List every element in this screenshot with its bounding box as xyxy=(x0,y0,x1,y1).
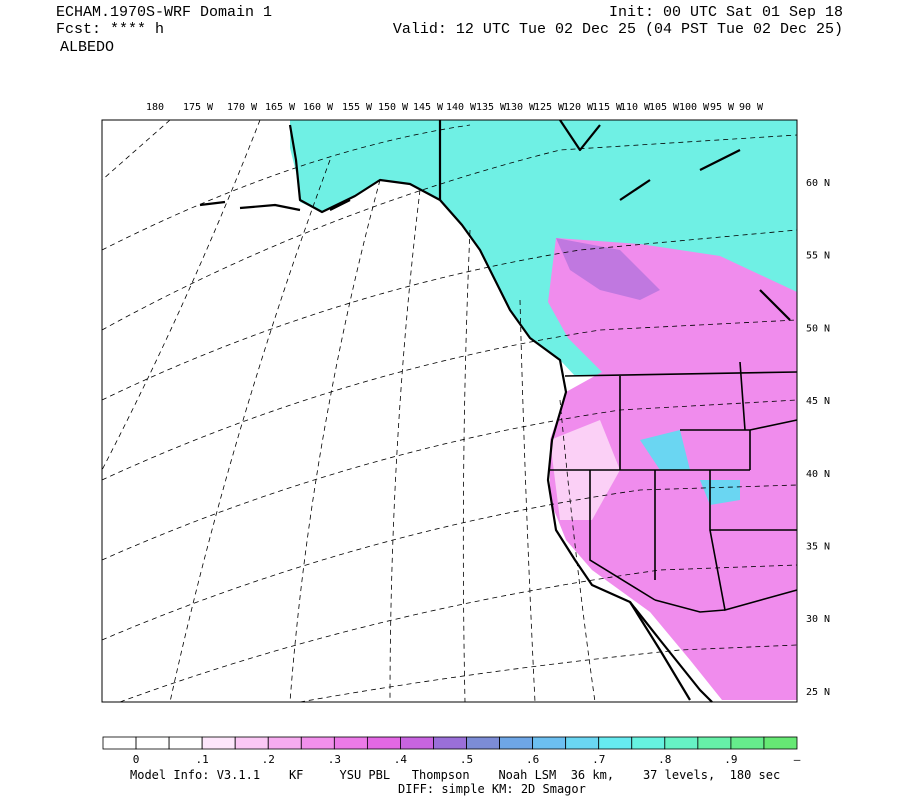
colorbar-label: .7 xyxy=(592,753,605,766)
longitude-label: 110 W xyxy=(620,102,651,113)
colorbar-swatch xyxy=(135,736,170,750)
latitude-label: 55 N xyxy=(806,251,830,262)
colorbar-swatch xyxy=(499,736,534,750)
model-title: ECHAM.1970S-WRF Domain 1 xyxy=(56,4,272,21)
colorbar-label: .4 xyxy=(394,753,408,766)
latitude-label: 40 N xyxy=(806,469,830,480)
longitude-label: 160 W xyxy=(303,102,334,113)
colorbar-label: 0 xyxy=(133,753,140,766)
colorbar-swatch xyxy=(664,736,699,750)
colorbar-swatch xyxy=(532,736,567,750)
us-canada-border xyxy=(564,371,798,377)
us-mexico-border xyxy=(654,599,726,613)
longitude-line xyxy=(169,159,331,703)
latitude-line xyxy=(101,484,798,641)
colorbar-swatch xyxy=(400,736,434,750)
longitude-label: 95 W xyxy=(710,102,735,113)
baja-coastline xyxy=(629,601,691,701)
latitude-line xyxy=(119,564,798,703)
colorbar: 0 .1 .2 .3 .4 .5 .6 .7 .8 .9 — xyxy=(102,736,801,766)
longitude-line xyxy=(519,299,536,703)
longitude-label: 145 W xyxy=(413,102,444,113)
longitude-label: 165 W xyxy=(265,102,296,113)
latitude-label: 30 N xyxy=(806,614,830,625)
longitude-label: 155 W xyxy=(342,102,373,113)
longitude-label: 150 W xyxy=(378,102,409,113)
longitude-label: 170 W xyxy=(227,102,258,113)
latitude-label: 60 N xyxy=(806,178,830,189)
colorbar-label: .8 xyxy=(658,753,671,766)
longitude-label: 120 W xyxy=(563,102,594,113)
colorbar-swatch xyxy=(168,736,203,750)
colorbar-label: .2 xyxy=(262,753,275,766)
latitude-label: 50 N xyxy=(806,323,830,334)
lakes-and-bays xyxy=(559,119,791,321)
latitude-line xyxy=(101,229,798,401)
latitude-label: 35 N xyxy=(806,542,830,553)
longitude-line xyxy=(101,119,261,471)
aleutian-islands xyxy=(199,199,351,212)
colorbar-label: .9 xyxy=(724,753,737,766)
colorbar-label: — xyxy=(794,753,801,766)
colorbar-swatch xyxy=(763,736,798,750)
latitude-label: 25 N xyxy=(806,687,830,698)
colorbar-label: .3 xyxy=(328,753,341,766)
forecast-hour: Fcst: **** h xyxy=(56,21,164,38)
colorbar-label: .6 xyxy=(526,753,539,766)
colorbar-label: .5 xyxy=(460,753,473,766)
colorbar-swatch xyxy=(697,736,732,750)
diffusion-info: DIFF: simple KM: 2D Smagor xyxy=(398,782,586,796)
latitude-label: 45 N xyxy=(806,396,830,407)
longitude-label: 125 W xyxy=(534,102,565,113)
latitude-line xyxy=(101,134,798,331)
colorbar-swatch xyxy=(366,736,401,750)
colorbar-swatch xyxy=(631,736,666,750)
colorbar-swatch xyxy=(300,736,335,750)
longitude-label: 135 W xyxy=(476,102,507,113)
high-albedo-region xyxy=(556,238,660,300)
longitude-label: 140 W xyxy=(446,102,477,113)
colorbar-swatch xyxy=(730,736,765,750)
colorbar-swatch xyxy=(102,736,137,750)
latitude-line xyxy=(101,124,471,251)
longitude-line xyxy=(289,179,381,703)
model-info: Model Info: V3.1.1 KF YSU PBL Thompson N… xyxy=(130,768,780,782)
longitude-line xyxy=(101,119,171,181)
colorbar-swatch xyxy=(333,736,368,750)
coastline xyxy=(288,124,713,703)
longitude-label: 100 W xyxy=(679,102,710,113)
longitude-label: 130 W xyxy=(505,102,536,113)
longitude-label: 180 xyxy=(146,102,164,113)
latitude-labels: 60 N 55 N 50 N 45 N 40 N 35 N 30 N 25 N xyxy=(806,178,830,698)
colorbar-swatch xyxy=(267,736,302,750)
colorbar-label: .1 xyxy=(196,753,209,766)
longitude-line xyxy=(462,229,471,703)
longitude-label: 115 W xyxy=(592,102,623,113)
colorbar-swatch xyxy=(433,736,467,750)
colorbar-swatch xyxy=(598,736,633,750)
colorbar-swatch xyxy=(565,736,600,750)
longitude-line xyxy=(389,189,421,703)
longitude-label: 175 W xyxy=(183,102,214,113)
longitude-label: 90 W xyxy=(739,102,764,113)
colorbar-swatch xyxy=(466,736,500,750)
colorbar-swatch xyxy=(234,736,269,750)
latitude-line xyxy=(101,319,798,481)
map-frame xyxy=(101,119,798,703)
valid-time: Valid: 12 UTC Tue 02 Dec 25 (04 PST Tue … xyxy=(393,21,843,38)
init-time: Init: 00 UTC Sat 01 Sep 18 xyxy=(609,4,843,21)
map xyxy=(101,119,798,703)
longitude-line xyxy=(559,399,596,703)
longitude-labels: 180 175 W 170 W 165 W 160 W 155 W 150 W 145 W 14… xyxy=(146,102,764,113)
colorbar-swatch xyxy=(201,736,236,750)
field-name: ALBEDO xyxy=(60,39,114,56)
snow-patch xyxy=(640,430,690,470)
longitude-label: 105 W xyxy=(649,102,680,113)
latitude-line xyxy=(101,399,798,561)
